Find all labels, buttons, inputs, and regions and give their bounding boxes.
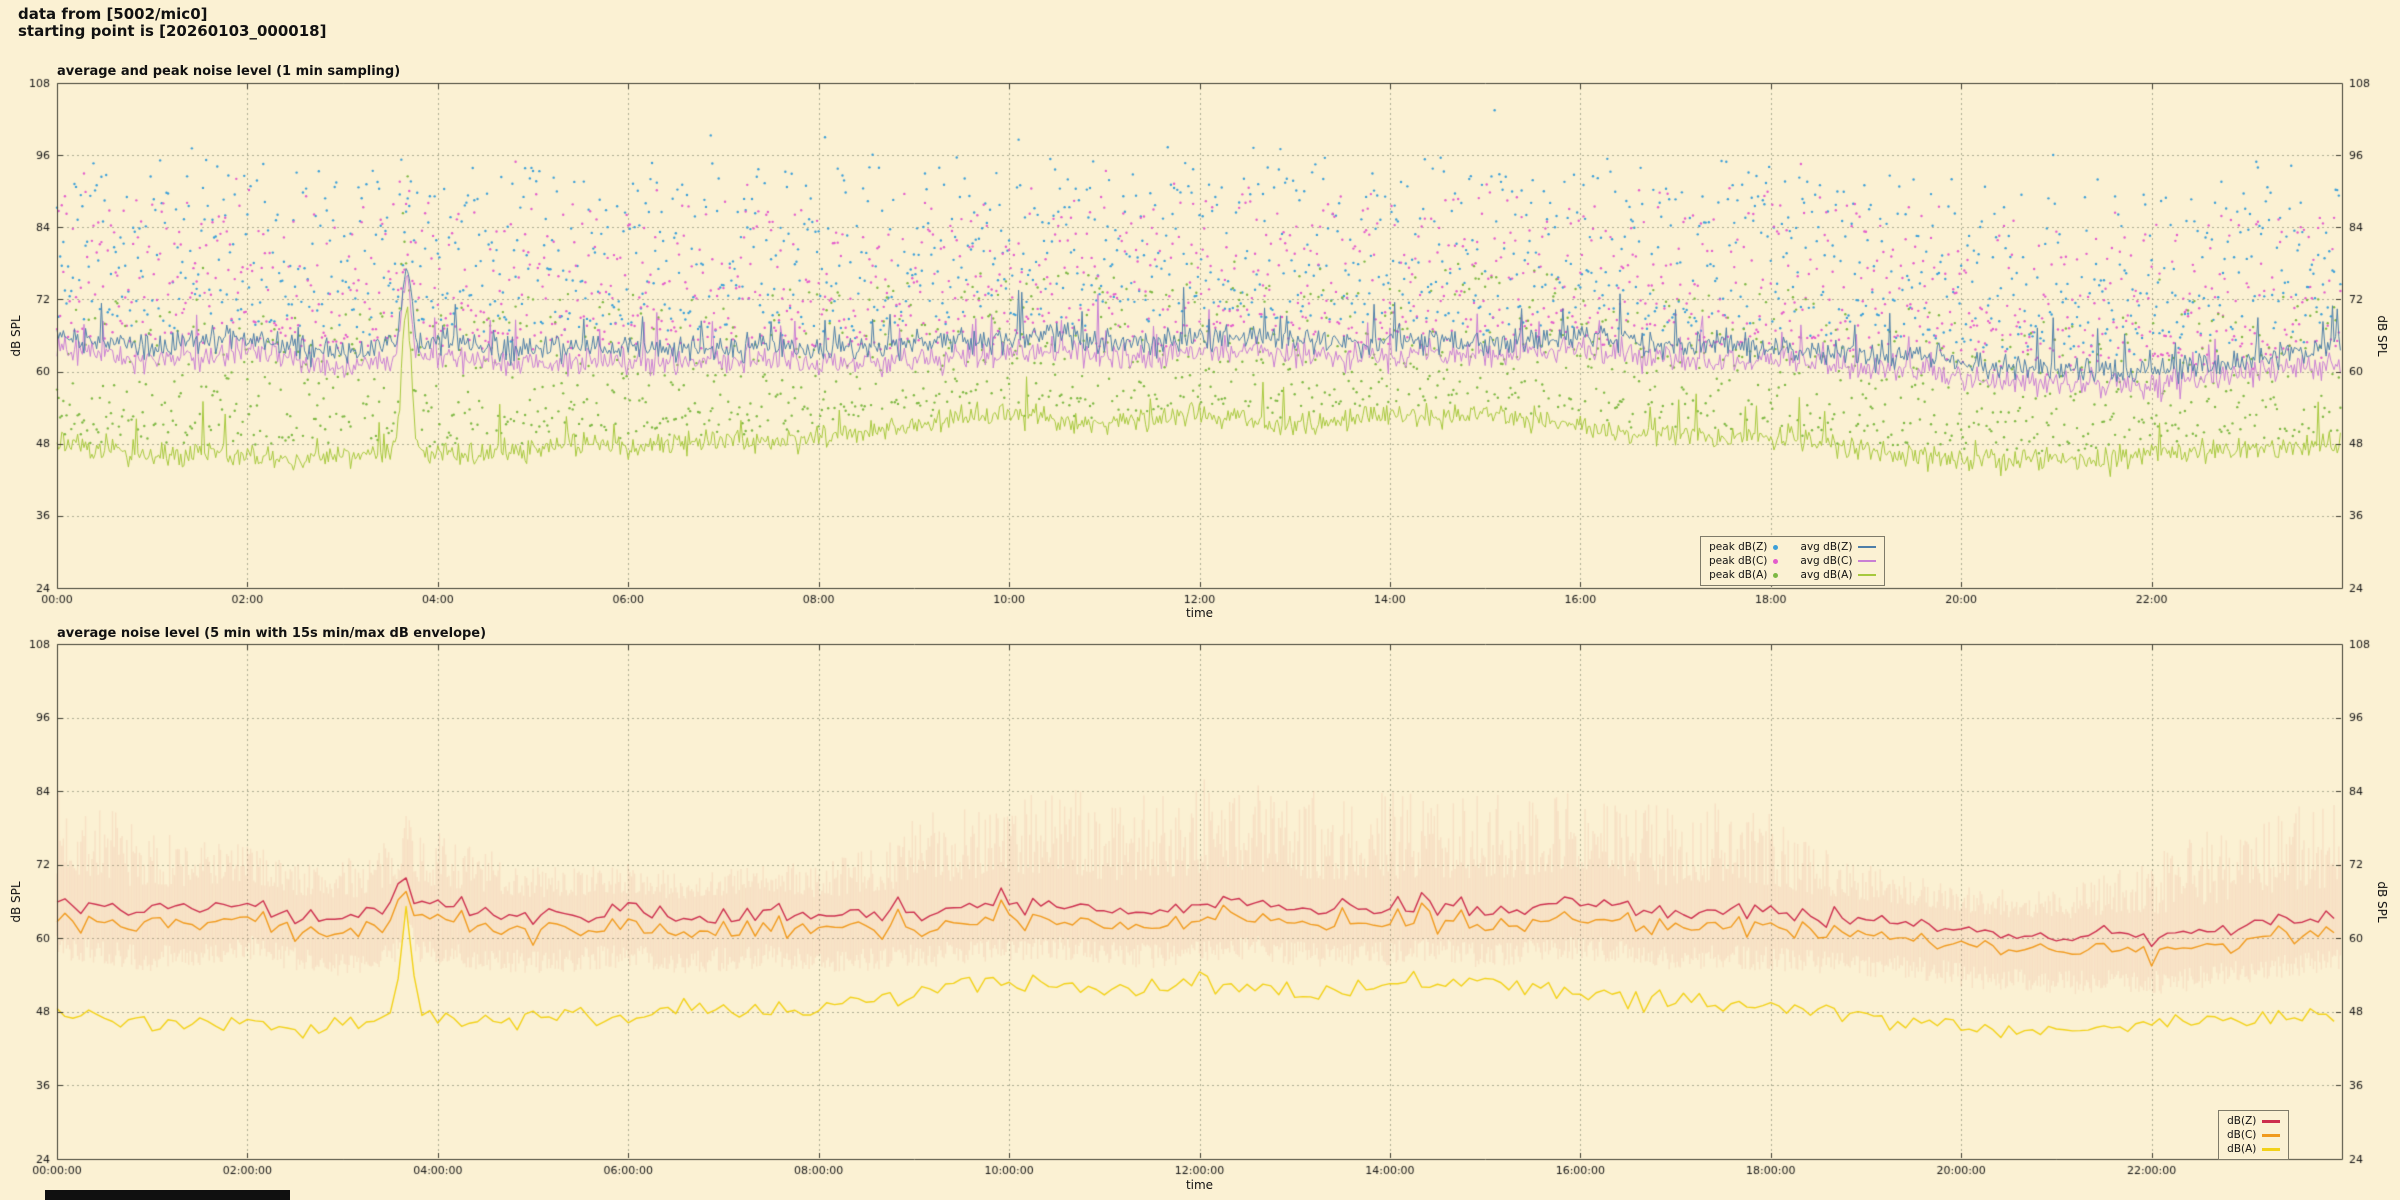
top-chart-ylabel-left: dB SPL: [9, 315, 23, 357]
top-chart-legend: peak dB(Z) avg dB(Z) peak dB(C) avg dB(C…: [1700, 536, 1886, 586]
legend-item-peak-dbz: peak dB(Z): [1709, 541, 1779, 553]
top-chart-xlabel: time: [1185, 606, 1214, 620]
bottom-chart: average noise level (5 min with 15s min/…: [0, 622, 2400, 1200]
legend-label-avg-dbz: avg dB(Z): [1800, 541, 1853, 553]
legend-label-peak-dba: peak dB(A): [1709, 569, 1768, 581]
bottom-chart-ylabel-right: dB SPL: [2375, 881, 2389, 923]
legend-item-avg-dbc: avg dB(C): [1800, 555, 1877, 567]
legend-label-peak-dbz: peak dB(Z): [1709, 541, 1768, 553]
header-line-2: starting point is [20260103_000018]: [18, 22, 327, 40]
bottom-chart-title: average noise level (5 min with 15s min/…: [57, 626, 487, 641]
top-chart-title: average and peak noise level (1 min samp…: [57, 64, 401, 79]
bottom-chart-legend: dB(Z) dB(C) dB(A): [2218, 1110, 2290, 1160]
bottom-edge-bar: [45, 1190, 290, 1200]
peak-dbz-marker-icon: [1773, 544, 1779, 550]
dbz-marker-icon: [2262, 1119, 2281, 1123]
top-chart: average and peak noise level (1 min samp…: [0, 52, 2400, 640]
header-line-1: data from [5002/mic0]: [18, 5, 208, 23]
legend-label-peak-dbc: peak dB(C): [1709, 555, 1768, 567]
legend-item-peak-dbc: peak dB(C): [1709, 555, 1779, 567]
avg-dbc-marker-icon: [1858, 560, 1877, 562]
legend-label-avg-dbc: avg dB(C): [1800, 555, 1853, 567]
top-chart-canvas: [0, 52, 2400, 640]
legend-item-dbc: dB(C): [2227, 1129, 2281, 1141]
legend-item-peak-dba: peak dB(A): [1709, 569, 1779, 581]
bottom-chart-xlabel: time: [1185, 1178, 1214, 1192]
avg-dbz-marker-icon: [1858, 546, 1877, 548]
dbc-marker-icon: [2262, 1133, 2281, 1137]
legend-label-dbz: dB(Z): [2227, 1115, 2257, 1127]
legend-item-avg-dbz: avg dB(Z): [1800, 541, 1877, 553]
peak-dba-marker-icon: [1773, 572, 1779, 578]
bottom-chart-canvas: [0, 622, 2400, 1200]
header: data from [5002/mic0] starting point is …: [18, 6, 326, 40]
legend-label-dba: dB(A): [2227, 1143, 2257, 1155]
dba-marker-icon: [2262, 1147, 2281, 1151]
legend-label-avg-dba: avg dB(A): [1800, 569, 1853, 581]
legend-item-dbz: dB(Z): [2227, 1115, 2281, 1127]
peak-dbc-marker-icon: [1773, 558, 1779, 564]
legend-item-avg-dba: avg dB(A): [1800, 569, 1877, 581]
legend-label-dbc: dB(C): [2227, 1129, 2257, 1141]
avg-dba-marker-icon: [1858, 574, 1877, 576]
legend-item-dba: dB(A): [2227, 1143, 2281, 1155]
bottom-chart-ylabel-left: dB SPL: [9, 881, 23, 923]
top-chart-ylabel-right: dB SPL: [2375, 315, 2389, 357]
